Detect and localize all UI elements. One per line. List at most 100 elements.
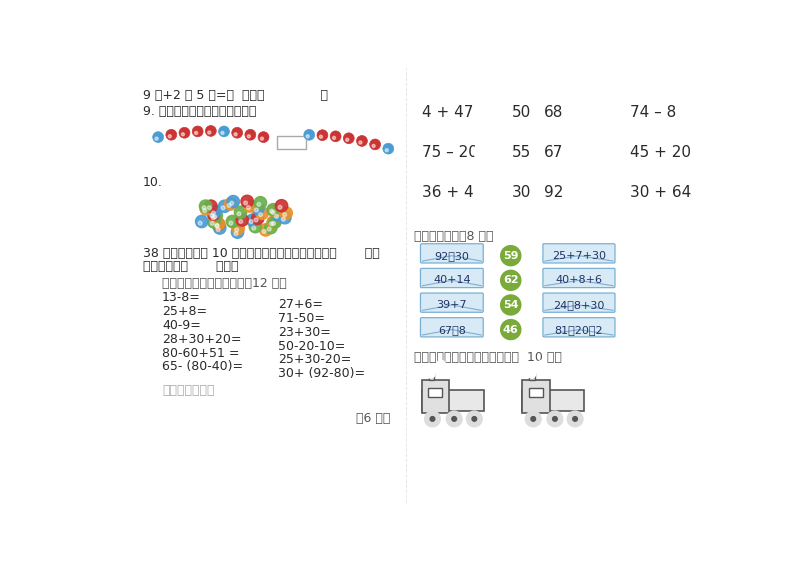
Text: 13-8=: 13-8= [162, 291, 201, 304]
Circle shape [593, 101, 614, 123]
Circle shape [238, 220, 242, 223]
Circle shape [153, 132, 163, 142]
Circle shape [234, 133, 237, 136]
Circle shape [179, 127, 190, 138]
FancyBboxPatch shape [421, 244, 483, 263]
Circle shape [259, 224, 272, 236]
Circle shape [214, 222, 226, 234]
Circle shape [211, 216, 215, 220]
Text: 27+6=: 27+6= [278, 298, 323, 311]
Bar [530, 373, 534, 380]
Circle shape [436, 360, 446, 370]
Circle shape [227, 195, 239, 208]
Circle shape [258, 132, 269, 142]
Circle shape [317, 130, 328, 141]
Circle shape [372, 145, 375, 147]
Circle shape [254, 197, 266, 209]
Circle shape [501, 295, 521, 315]
Circle shape [319, 135, 322, 138]
Bar [428, 388, 442, 397]
Circle shape [306, 135, 310, 138]
Text: 25+30-20=: 25+30-20= [278, 354, 352, 367]
Circle shape [267, 203, 279, 216]
Circle shape [270, 222, 274, 225]
Circle shape [241, 195, 254, 207]
Bar [422, 390, 484, 411]
Text: 30+ (92-80)=: 30+ (92-80)= [278, 367, 366, 380]
FancyBboxPatch shape [543, 268, 615, 288]
Text: 50: 50 [511, 105, 530, 120]
Circle shape [208, 131, 211, 134]
Circle shape [274, 215, 278, 218]
Text: 30 + 64: 30 + 64 [630, 185, 691, 200]
Circle shape [215, 224, 219, 228]
Circle shape [432, 365, 439, 373]
Circle shape [202, 208, 206, 212]
Circle shape [472, 416, 477, 421]
Text: 45 + 20: 45 + 20 [630, 145, 691, 160]
Circle shape [330, 131, 341, 142]
Circle shape [210, 221, 214, 225]
Text: 4 + 47: 4 + 47 [422, 105, 473, 120]
Text: 59: 59 [503, 251, 518, 260]
Text: 92－30: 92－30 [434, 251, 470, 260]
Circle shape [210, 209, 222, 221]
Circle shape [209, 210, 221, 223]
Circle shape [202, 206, 206, 210]
Circle shape [227, 203, 231, 207]
Text: 30: 30 [511, 185, 531, 200]
Circle shape [206, 125, 216, 136]
Text: 40+8+6: 40+8+6 [555, 275, 602, 285]
Circle shape [195, 215, 208, 228]
FancyBboxPatch shape [421, 293, 483, 312]
Circle shape [267, 216, 279, 228]
Text: 46: 46 [503, 325, 518, 334]
Circle shape [528, 371, 535, 378]
Circle shape [229, 221, 233, 225]
Circle shape [244, 200, 256, 212]
Circle shape [383, 144, 394, 154]
Circle shape [205, 200, 217, 212]
Text: 55: 55 [511, 145, 530, 160]
Circle shape [258, 213, 262, 216]
Circle shape [216, 228, 220, 232]
FancyBboxPatch shape [421, 268, 483, 288]
Text: 二、看谁算得又对又快。（12 分）: 二、看谁算得又对又快。（12 分） [162, 277, 286, 290]
Circle shape [261, 137, 263, 140]
Circle shape [221, 206, 225, 210]
Circle shape [225, 198, 237, 210]
FancyBboxPatch shape [543, 318, 615, 337]
Text: 80-60+51 =: 80-60+51 = [162, 346, 239, 359]
Circle shape [537, 360, 546, 370]
Circle shape [245, 129, 256, 140]
Text: 92: 92 [544, 185, 563, 200]
Circle shape [198, 221, 202, 225]
Circle shape [236, 214, 249, 226]
Circle shape [567, 411, 583, 427]
Circle shape [207, 206, 211, 210]
Circle shape [593, 181, 614, 202]
Circle shape [501, 320, 521, 340]
Circle shape [531, 416, 535, 421]
Circle shape [427, 371, 435, 378]
Text: 盒子，还剩（       ）个。: 盒子，还剩（ ）个。 [142, 259, 238, 272]
Text: 9 元+2 元 5 角=（  ）元（              ）: 9 元+2 元 5 角=（ ）元（ ） [142, 89, 328, 102]
Circle shape [446, 411, 462, 427]
Circle shape [474, 141, 496, 163]
Circle shape [252, 202, 264, 215]
Circle shape [207, 208, 220, 220]
Circle shape [269, 216, 282, 228]
Text: 74 – 8: 74 – 8 [630, 105, 676, 120]
Circle shape [425, 411, 440, 427]
Circle shape [269, 205, 281, 217]
Circle shape [194, 132, 198, 134]
Circle shape [452, 416, 457, 421]
Bar [522, 390, 584, 411]
Circle shape [254, 208, 258, 212]
Circle shape [192, 126, 203, 137]
Circle shape [237, 212, 241, 216]
Text: 50-20-10=: 50-20-10= [278, 340, 346, 353]
Text: 28+30+20=: 28+30+20= [162, 333, 242, 346]
Circle shape [474, 181, 496, 202]
Text: 67: 67 [544, 145, 563, 160]
